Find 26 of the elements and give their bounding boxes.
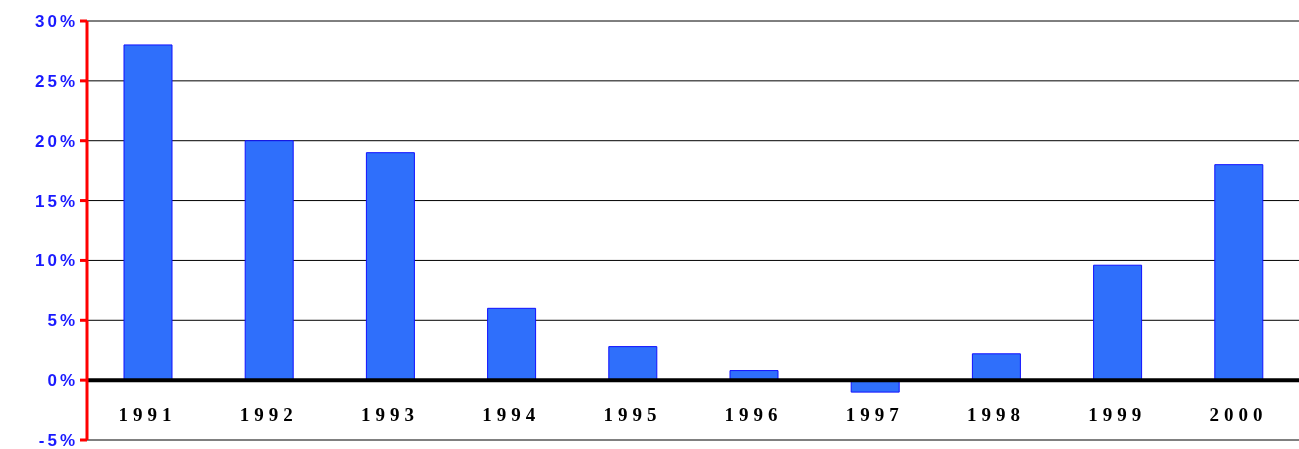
y-tick-label: 5% (47, 311, 78, 331)
bar (244, 140, 294, 381)
y-tick-label: 20% (34, 131, 78, 151)
x-tick-label: 1992 (239, 404, 298, 425)
x-tick-label: 1998 (967, 404, 1025, 425)
y-tick-label: 0% (47, 371, 78, 391)
x-tick-label: 2000 (1209, 404, 1268, 425)
x-tick-label: 1999 (1088, 404, 1147, 425)
bar (365, 152, 415, 381)
bar (123, 44, 173, 381)
bar (487, 307, 537, 381)
y-tick-label: 25% (34, 71, 78, 91)
x-tick-label: 1994 (482, 404, 541, 425)
bar (1093, 264, 1143, 381)
x-tick-label: 1997 (845, 404, 904, 425)
bar (1214, 164, 1264, 381)
x-tick-label: 1993 (361, 404, 419, 425)
y-tick-label: 15% (34, 191, 78, 211)
bar (971, 353, 1021, 381)
y-tick-label: 10% (34, 251, 78, 271)
x-tick-label: 1995 (603, 404, 662, 425)
bar (608, 346, 658, 381)
x-tick-label: 1991 (118, 404, 177, 425)
x-tick-label: 1996 (724, 404, 783, 425)
y-tick-label: 30% (34, 12, 78, 32)
y-tick-label: -5% (38, 431, 78, 449)
